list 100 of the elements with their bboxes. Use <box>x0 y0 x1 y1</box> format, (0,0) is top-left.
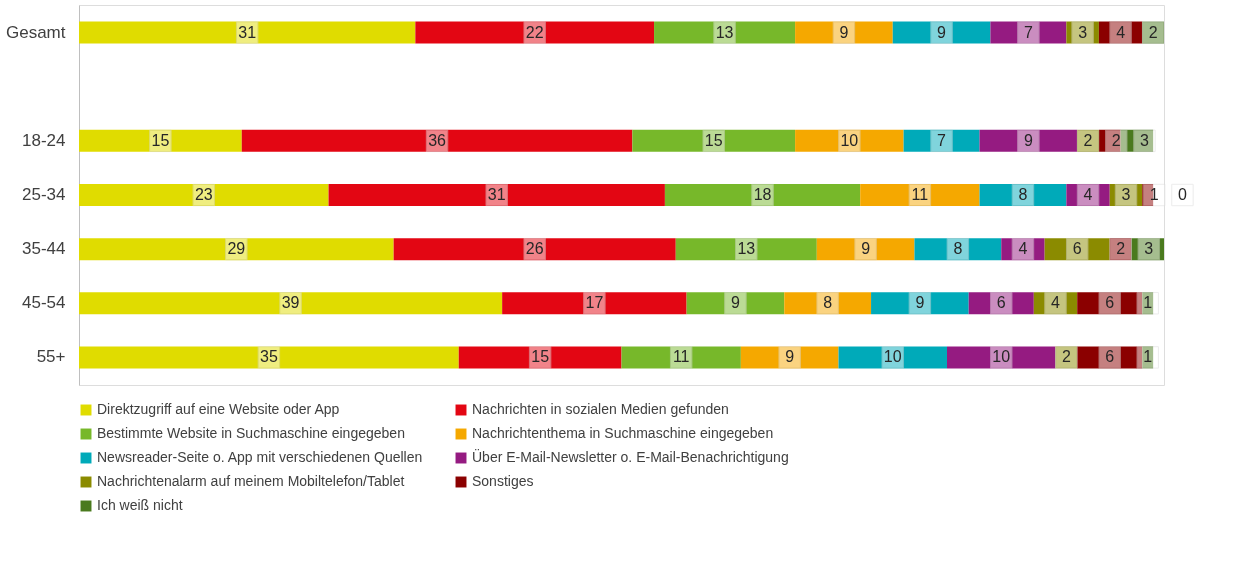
bar <box>502 292 687 315</box>
bar <box>79 346 459 369</box>
bar <box>1033 292 1078 315</box>
bar <box>458 346 622 369</box>
data-label: 9 <box>1023 131 1033 149</box>
data-label: 15 <box>151 131 170 149</box>
bar <box>79 129 242 152</box>
data-label: 13 <box>715 23 734 41</box>
data-label: 10 <box>992 348 1011 366</box>
data-label: 2 <box>1061 348 1071 366</box>
data-label: 8 <box>1018 186 1028 203</box>
data-label: 11 <box>911 186 929 203</box>
bar <box>903 129 980 152</box>
legend-label: Nachrichten in sozialen Medien gefunden <box>472 401 729 417</box>
bar <box>838 346 947 369</box>
y-tick-label: 35-44 <box>22 239 66 259</box>
data-label: 39 <box>281 294 300 312</box>
data-label: 3 <box>1078 23 1088 41</box>
data-label: 2 <box>1148 23 1158 41</box>
data-label: 10 <box>883 348 902 366</box>
bar <box>1066 21 1099 44</box>
bar <box>990 21 1067 44</box>
data-label: 9 <box>861 240 871 258</box>
bar <box>1001 238 1045 261</box>
y-tick-label: 45-54 <box>22 293 66 313</box>
data-label: 4 <box>1018 240 1028 258</box>
data-label: 3 <box>1121 186 1131 203</box>
legend-label: Über E-Mail-Newsletter o. E-Mail-Benachrichtigung <box>472 448 789 465</box>
data-label: 0 <box>1177 186 1187 203</box>
data-label: 26 <box>525 240 544 258</box>
y-tick-label: 25-34 <box>22 185 66 204</box>
data-label: 9 <box>730 294 740 312</box>
data-label: 8 <box>823 294 833 312</box>
bar <box>947 346 1056 369</box>
bar <box>328 184 665 206</box>
data-label: 36 <box>428 131 447 149</box>
data-label: 8 <box>953 240 963 258</box>
bar <box>621 346 741 369</box>
legend-label: Ich weiß nicht <box>97 497 183 513</box>
bar <box>892 21 991 44</box>
bar <box>740 346 839 369</box>
data-label: 7 <box>937 131 947 149</box>
data-label: 7 <box>1023 23 1033 41</box>
data-label: 18 <box>753 186 772 203</box>
data-label: 15 <box>531 348 550 366</box>
bar <box>664 184 861 206</box>
data-label: 3 <box>1140 131 1150 149</box>
data-label: 10 <box>840 131 859 149</box>
bar <box>914 238 1002 261</box>
bar <box>979 184 1067 206</box>
data-label: 11 <box>672 348 690 366</box>
bar <box>860 184 980 206</box>
bar <box>1131 238 1164 261</box>
data-label: 9 <box>937 23 947 41</box>
bar <box>654 21 796 44</box>
bar <box>79 292 503 315</box>
bar <box>1066 184 1110 206</box>
y-tick-label: 18-24 <box>22 130 66 150</box>
legend-label: Sonstiges <box>472 473 534 489</box>
bar <box>393 238 676 261</box>
data-label: 6 <box>1105 294 1115 312</box>
bar <box>415 21 655 44</box>
data-label: 35 <box>259 348 278 366</box>
data-label: 9 <box>839 23 849 41</box>
data-label: 3 <box>1144 240 1154 258</box>
bar <box>79 238 394 261</box>
data-label: 4 <box>1083 186 1093 203</box>
bar <box>675 238 817 261</box>
y-tick-label: Gesamt <box>5 22 66 42</box>
bar <box>1098 21 1143 44</box>
bar <box>816 238 915 261</box>
data-label: 15 <box>704 131 723 149</box>
data-label: 6 <box>996 294 1006 312</box>
data-label: 2 <box>1116 240 1126 258</box>
data-label: 13 <box>737 240 756 258</box>
legend-label: Nachrichtenalarm auf meinem Mobiltelefon/Tablet <box>97 473 405 489</box>
bar <box>1044 238 1110 261</box>
data-label: 29 <box>227 240 246 258</box>
bar <box>241 129 633 152</box>
data-label: 2 <box>1083 131 1093 149</box>
data-label: 17 <box>585 294 604 312</box>
data-label: 6 <box>1072 240 1082 258</box>
bar <box>784 292 872 315</box>
data-label: 31 <box>238 23 257 41</box>
data-label: 31 <box>487 186 506 203</box>
bar <box>968 292 1034 315</box>
data-label: 4 <box>1051 294 1061 312</box>
data-label: 6 <box>1105 348 1115 366</box>
data-label: 1 <box>1143 348 1153 366</box>
y-tick-label: 55+ <box>36 347 66 367</box>
data-label: 1 <box>1143 294 1153 312</box>
bar <box>686 292 785 315</box>
legend-label: Newsreader-Seite o. App mit verschiedenen Quellen <box>97 449 423 465</box>
bar <box>632 129 796 152</box>
bar <box>795 21 893 44</box>
legend-label: Nachrichtenthema in Suchmaschine eingegeben <box>472 425 774 441</box>
legend-label: Bestimmte Website in Suchmaschine eingegeben <box>97 425 405 441</box>
data-label: 4 <box>1116 23 1126 41</box>
bar <box>871 292 969 315</box>
bar <box>795 129 904 152</box>
